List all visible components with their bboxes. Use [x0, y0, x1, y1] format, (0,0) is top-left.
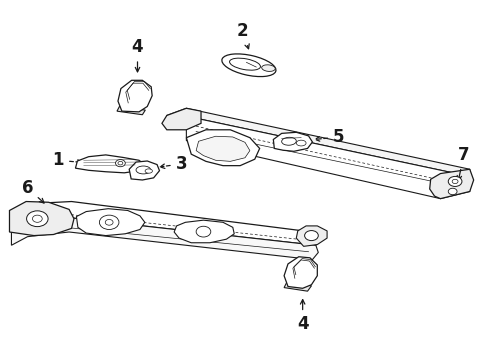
Text: 6: 6	[22, 179, 44, 203]
Polygon shape	[118, 80, 152, 112]
Circle shape	[116, 159, 125, 167]
Polygon shape	[186, 116, 470, 199]
Text: 3: 3	[160, 155, 187, 173]
Polygon shape	[284, 282, 312, 291]
Circle shape	[448, 176, 462, 186]
Circle shape	[452, 179, 458, 184]
Polygon shape	[11, 218, 318, 260]
Polygon shape	[296, 226, 327, 246]
Polygon shape	[186, 130, 260, 166]
Polygon shape	[162, 108, 201, 130]
Circle shape	[196, 226, 211, 237]
Polygon shape	[76, 209, 145, 235]
Text: 4: 4	[297, 300, 309, 333]
Circle shape	[32, 215, 42, 222]
Ellipse shape	[296, 140, 306, 146]
Ellipse shape	[136, 166, 151, 174]
Polygon shape	[430, 169, 474, 199]
Polygon shape	[196, 136, 250, 161]
Polygon shape	[167, 108, 470, 176]
Text: 4: 4	[132, 38, 143, 72]
Polygon shape	[117, 107, 146, 115]
Circle shape	[105, 220, 113, 225]
Polygon shape	[129, 161, 159, 180]
Ellipse shape	[222, 54, 276, 77]
Text: 7: 7	[457, 146, 470, 180]
Ellipse shape	[229, 58, 261, 70]
Ellipse shape	[282, 137, 296, 145]
Polygon shape	[273, 132, 313, 151]
Ellipse shape	[145, 169, 152, 173]
Polygon shape	[284, 257, 318, 288]
Text: 2: 2	[237, 22, 249, 49]
Circle shape	[305, 230, 318, 240]
Polygon shape	[11, 202, 318, 245]
Text: 1: 1	[52, 151, 82, 169]
Circle shape	[99, 215, 119, 229]
Circle shape	[448, 188, 457, 195]
Ellipse shape	[262, 65, 275, 71]
Polygon shape	[174, 220, 234, 243]
Polygon shape	[9, 202, 74, 235]
Circle shape	[118, 161, 123, 165]
Polygon shape	[75, 155, 144, 173]
Circle shape	[26, 211, 48, 226]
Text: 5: 5	[315, 128, 344, 146]
